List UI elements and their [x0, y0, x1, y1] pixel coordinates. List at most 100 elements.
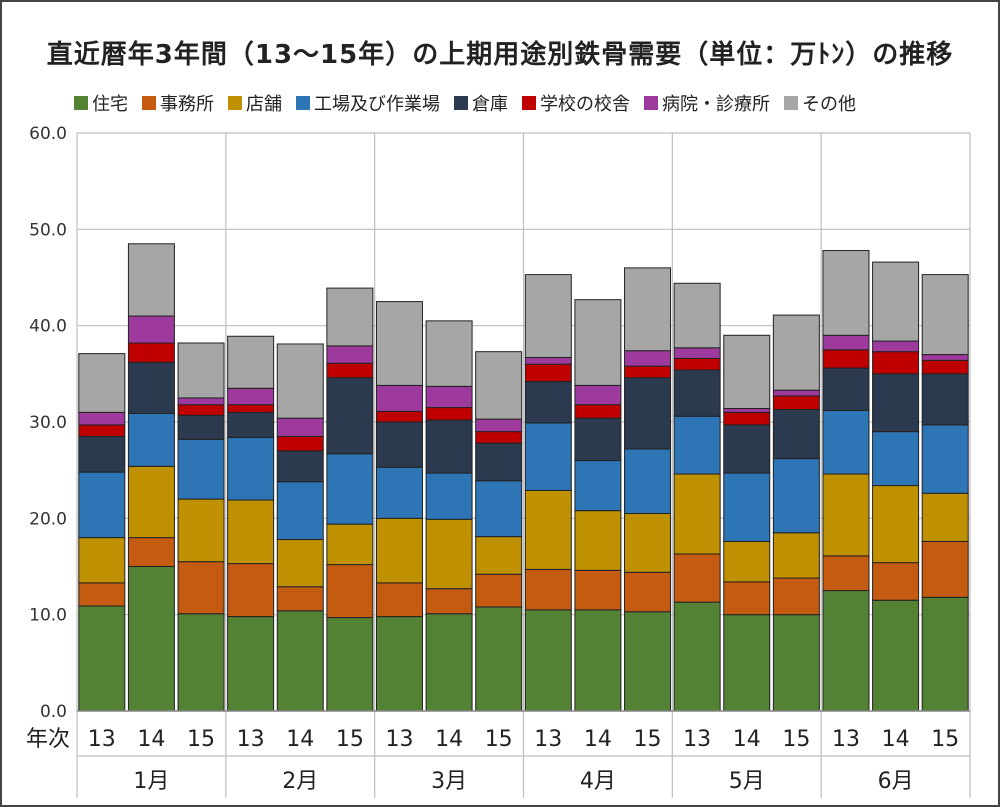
bar-segment [723, 334, 771, 410]
bar-segment [425, 320, 473, 387]
x-tick-year-label: 13 [534, 727, 562, 752]
bar-segment [872, 599, 920, 712]
bar-segment [177, 561, 225, 615]
x-tick-year-label: 13 [237, 727, 265, 752]
y-tick-label: 0.0 [40, 702, 67, 722]
bar-segment [574, 299, 622, 386]
legend-item: 倉庫 [454, 90, 508, 116]
x-tick-year-label: 14 [733, 727, 761, 752]
bar-segment [375, 616, 423, 712]
x-tick-month-label: 4月 [580, 769, 616, 794]
bar-segment [375, 517, 423, 584]
legend-swatch [74, 96, 88, 110]
legend-swatch [296, 96, 310, 110]
x-tick-year-label: 15 [187, 727, 215, 752]
bar-segment [673, 601, 721, 712]
legend-swatch [644, 96, 658, 110]
bar-segment [127, 465, 175, 539]
bar-segment [772, 577, 820, 616]
bar-segment [524, 568, 572, 611]
x-tick-year-label: 14 [286, 727, 314, 752]
bar-segment [524, 363, 572, 383]
bar-segment [326, 345, 374, 364]
bar-segment [127, 342, 175, 363]
bar-segment [822, 590, 870, 712]
bar-segment [227, 387, 275, 406]
bar-segment [772, 389, 820, 397]
bar-segment [326, 377, 374, 455]
bar-segment [723, 581, 771, 616]
bar-segment [475, 431, 523, 444]
bar-segment [872, 373, 920, 433]
bar-segment [772, 614, 820, 712]
legend-label: 病院・診療所 [662, 94, 770, 115]
bar-segment [772, 458, 820, 534]
bar-segment [177, 414, 225, 440]
bar-segment [127, 243, 175, 317]
bar-segment [574, 510, 622, 571]
x-tick-month-label: 5月 [729, 769, 765, 794]
bar-segment [475, 536, 523, 575]
bar-segment [127, 566, 175, 712]
bar-segment [375, 421, 423, 468]
y-tick-label: 10.0 [29, 606, 67, 626]
bar-segment [177, 438, 225, 500]
legend-label: その他 [802, 94, 856, 115]
bar-segment [723, 408, 771, 413]
bar-segment [872, 562, 920, 601]
legend-swatch [142, 96, 156, 110]
bar-segment [872, 261, 920, 342]
bar-segment [425, 472, 473, 520]
chart-title: 直近暦年3年間（13～15年）の上期用途別鉄骨需要（単位：万ﾄﾝ）の推移 [46, 40, 954, 70]
bar-segment [227, 335, 275, 389]
bar-segment [78, 353, 126, 413]
bar-segment [822, 555, 870, 592]
x-tick-year-label: 15 [485, 727, 513, 752]
bar-segment [921, 274, 969, 356]
bar-segment [723, 614, 771, 712]
bar-segment [276, 417, 324, 437]
bar-segment [375, 466, 423, 519]
bar-segment [723, 424, 771, 474]
bar-segment [326, 287, 374, 347]
bar-segment [375, 301, 423, 386]
bar-segment [127, 361, 175, 414]
x-tick-month-label: 6月 [878, 769, 914, 794]
legend-label: 店舗 [246, 94, 282, 115]
bar-segment [524, 381, 572, 424]
bar-segment [524, 356, 572, 365]
bar-segment [276, 450, 324, 483]
bar-segment [326, 523, 374, 566]
bar-segment [723, 472, 771, 542]
bar-segment [326, 617, 374, 712]
bar-segment [276, 435, 324, 452]
bar-segment [177, 342, 225, 399]
bar-segment [772, 314, 820, 391]
bar-segment [673, 282, 721, 349]
bar-segment [624, 377, 672, 450]
legend-swatch [522, 96, 536, 110]
bar-segment [574, 384, 622, 406]
bar-segment [425, 613, 473, 712]
bar-segment [822, 334, 870, 351]
bar-segment [475, 351, 523, 420]
legend-item: 学校の校舎 [522, 90, 630, 116]
bar-segment [524, 274, 572, 358]
bar-segment [127, 315, 175, 344]
x-tick-year-label: 15 [931, 727, 959, 752]
bar-segment [425, 407, 473, 421]
bar-segment [475, 573, 523, 608]
bar-segment [624, 611, 672, 712]
bar-segment [475, 418, 523, 433]
bar-segment [624, 267, 672, 352]
bar-segment [78, 424, 126, 437]
bar-segment [524, 489, 572, 570]
bar-segment [375, 410, 423, 423]
bar-segment [78, 435, 126, 473]
x-tick-year-label: 13 [88, 727, 116, 752]
bar-segment [276, 539, 324, 588]
bar-segment [227, 411, 275, 438]
legend-item: 工場及び作業場 [296, 90, 440, 116]
bar-segment [127, 412, 175, 467]
bar-segment [127, 537, 175, 567]
